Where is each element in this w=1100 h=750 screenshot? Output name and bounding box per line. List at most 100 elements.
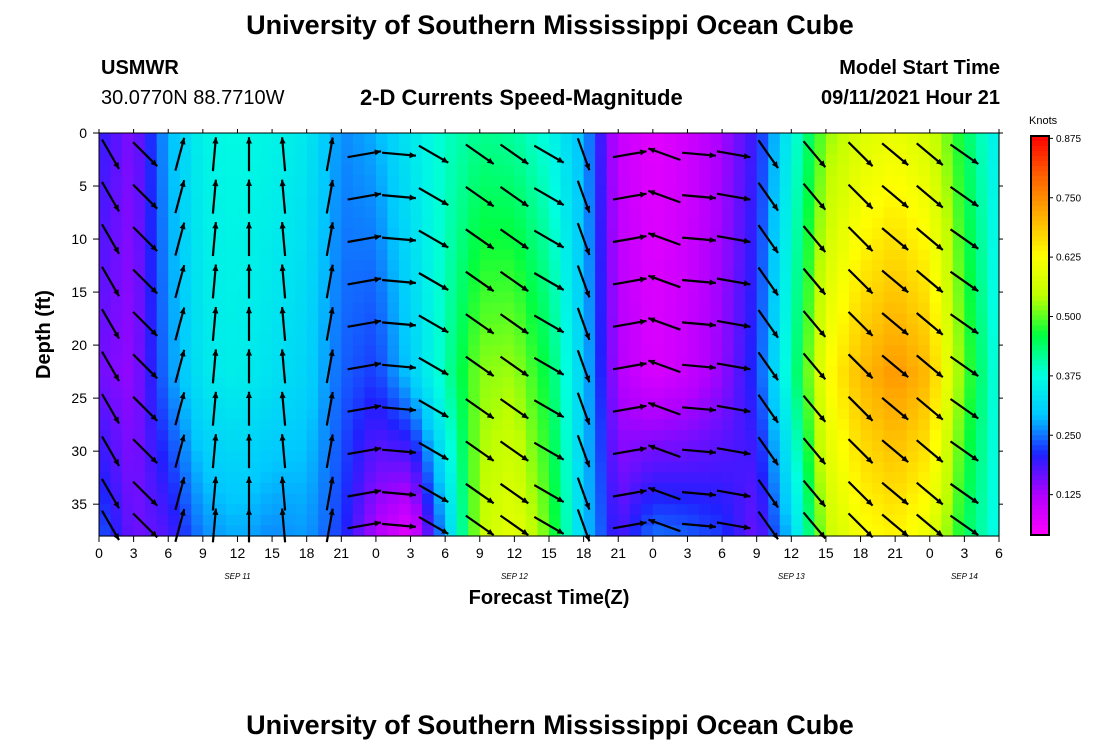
heatmap-cell [318, 313, 331, 325]
heatmap-cell [352, 504, 365, 516]
heatmap-cell [133, 260, 146, 272]
heatmap-cell [675, 408, 689, 420]
heatmap-cell [768, 313, 781, 325]
heatmap-cell [433, 228, 446, 240]
heatmap-cell [502, 260, 515, 272]
heatmap-cell [225, 239, 239, 251]
heatmap-cell [445, 429, 458, 442]
heatmap-cell [237, 419, 250, 431]
heatmap-cell [825, 164, 839, 177]
heatmap-cell [606, 270, 619, 283]
heatmap-cell [202, 196, 215, 208]
heatmap-cell [883, 323, 896, 336]
current-vector [949, 185, 979, 208]
heatmap-cell [975, 451, 989, 463]
current-vector [465, 398, 495, 420]
heatmap-cell [318, 154, 331, 166]
heatmap-cell [110, 239, 123, 251]
heatmap-cell [433, 217, 446, 230]
heatmap-cell [214, 419, 227, 431]
heatmap-cell [375, 207, 389, 219]
heatmap-cell [399, 186, 412, 198]
heatmap-cell [814, 207, 827, 219]
heatmap-cell [929, 398, 942, 410]
heatmap-cell [595, 133, 608, 145]
heatmap-cell [491, 472, 504, 484]
vector-arrowhead [246, 349, 252, 356]
current-vector [915, 439, 944, 463]
heatmap-cell [272, 323, 285, 336]
heatmap-cell [745, 143, 758, 155]
heatmap-cell [779, 345, 792, 357]
heatmap-cell [745, 355, 758, 367]
vector-arrowhead [971, 454, 979, 461]
heatmap-cell [872, 482, 885, 495]
heatmap-cell [929, 440, 942, 452]
heatmap-cell [710, 429, 723, 442]
heatmap-cell [583, 461, 596, 473]
heatmap-cell [260, 260, 273, 272]
vector-arrowhead [648, 232, 656, 239]
heatmap-cell [791, 175, 804, 187]
heatmap-cell [502, 376, 515, 389]
heatmap-cell [445, 525, 458, 537]
heatmap-cell [502, 461, 515, 473]
heatmap-cell [479, 387, 492, 399]
heatmap-cell [837, 154, 850, 166]
heatmap-cell [145, 133, 158, 145]
heatmap-cell [191, 408, 204, 420]
heatmap-cell [745, 186, 758, 198]
colorbar-tick-label: 0.750 [1056, 193, 1081, 204]
heatmap-cell [652, 302, 665, 314]
heatmap-cell [479, 302, 492, 314]
x-tick-label: 0 [926, 545, 934, 561]
colorbar-swatch [1031, 310, 1049, 317]
heatmap-cell [733, 366, 746, 378]
heatmap-cell [364, 355, 377, 367]
heatmap-cell [272, 260, 285, 272]
heatmap-cell [502, 154, 515, 166]
vector-arrowhead [556, 496, 564, 503]
heatmap-cell [849, 366, 862, 378]
heatmap-cell [214, 451, 227, 463]
vector-arrowhead [212, 508, 219, 515]
heatmap-cell [745, 440, 758, 452]
heatmap-cell [364, 239, 377, 251]
heatmap-cell [549, 133, 562, 145]
current-vector [576, 137, 591, 171]
heatmap-cell [537, 133, 550, 145]
current-vector [347, 234, 382, 244]
colorbar-tick-label: 0.500 [1056, 312, 1081, 323]
heatmap-cell [629, 186, 642, 198]
heatmap-cell [249, 133, 262, 145]
heatmap-cell [560, 440, 573, 452]
current-vector [246, 137, 252, 172]
heatmap-cell [272, 270, 285, 283]
heatmap-cell [433, 334, 446, 346]
heatmap-cell [295, 133, 308, 145]
heatmap-cell [468, 207, 481, 219]
heatmap-cell [491, 249, 504, 261]
heatmap-cell [652, 239, 665, 251]
heatmap-cell [860, 482, 873, 495]
heatmap-cell [179, 387, 192, 399]
heatmap-cell [814, 260, 827, 272]
current-vector [246, 264, 252, 299]
heatmap-cell [849, 525, 862, 537]
heatmap-cell [214, 260, 227, 272]
heatmap-cell [191, 217, 204, 230]
heatmap-cell [468, 154, 481, 166]
heatmap-cell [722, 493, 735, 505]
vector-arrowhead [374, 149, 382, 156]
vector-arrowhead [971, 327, 979, 334]
heatmap-cell [525, 239, 539, 251]
heatmap-cell [791, 525, 804, 537]
heatmap-cell [329, 270, 342, 283]
heatmap-cell [214, 196, 227, 208]
heatmap-cell [456, 493, 469, 505]
colorbar-swatch [1031, 320, 1049, 327]
heatmap-cell [410, 270, 423, 283]
heatmap-cell [364, 249, 377, 261]
heatmap-cell [583, 504, 596, 516]
heatmap-cell [202, 175, 215, 187]
